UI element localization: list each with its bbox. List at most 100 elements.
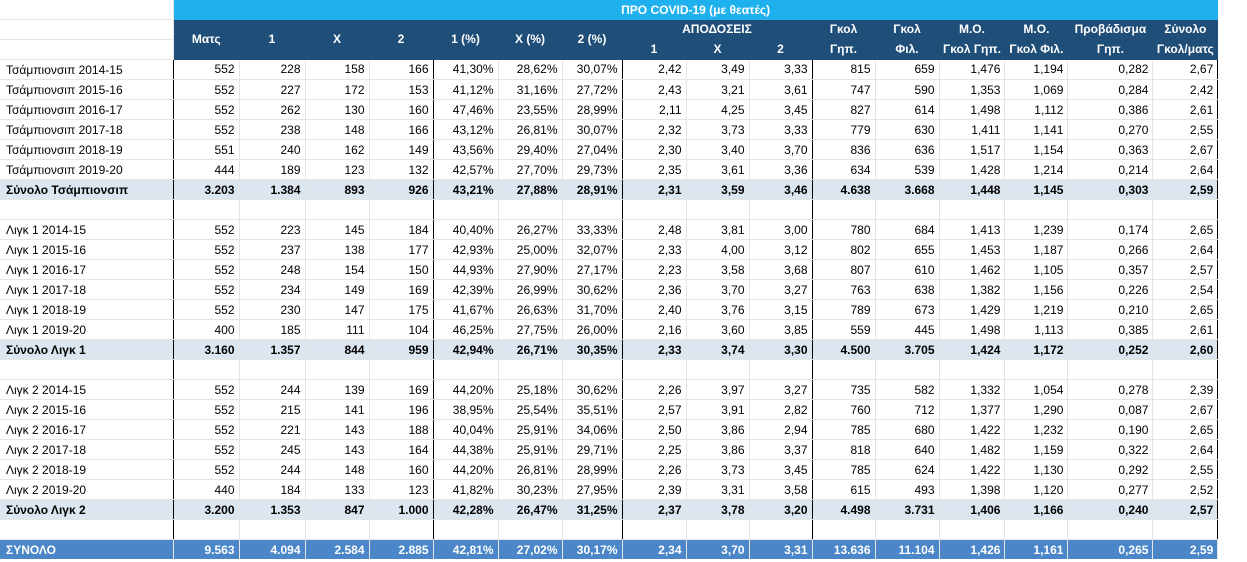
table-cell: 3,40 — [686, 139, 750, 160]
row-label: ΣΥΝΟΛΟ — [0, 539, 174, 559]
header-prov-line1: Προβάδισμα — [1067, 19, 1153, 40]
table-cell: 30,17% — [562, 539, 623, 559]
table-cell: 4.500 — [812, 339, 876, 360]
table-cell: 31,70% — [562, 299, 623, 320]
table-cell: 27,72% — [562, 79, 623, 100]
row-label: Λιγκ 2 2018-19 — [0, 459, 174, 480]
table-cell: 1,422 — [939, 459, 1006, 480]
table-cell: 47,46% — [433, 99, 499, 120]
header-gol-gip-line2: Γηπ. — [812, 39, 875, 60]
table-cell: 640 — [875, 439, 940, 460]
table-cell: 559 — [812, 319, 876, 340]
table-cell: 227 — [239, 79, 306, 100]
table-cell: 2,43 — [622, 79, 687, 100]
table-cell: 143 — [305, 439, 370, 460]
table-cell: 1,141 — [1004, 119, 1069, 140]
row-label: Λιγκ 2 2019-20 — [0, 479, 174, 500]
table-cell: 1,462 — [939, 259, 1006, 280]
table-cell: 0,270 — [1067, 119, 1154, 140]
header-row-2: 1 Χ 2 Γηπ. Φιλ. Γκολ Γηπ. Γκολ Φιλ. Γηπ.… — [0, 39, 1218, 60]
table-cell — [562, 519, 623, 540]
table-cell: 1,482 — [939, 439, 1006, 460]
table-cell: 552 — [173, 79, 240, 100]
table-cell: 552 — [173, 279, 240, 300]
table-cell — [1152, 519, 1219, 540]
table-cell — [939, 199, 1006, 220]
table-cell: 615 — [812, 479, 876, 500]
table-cell: 149 — [369, 139, 434, 160]
table-cell: 0,226 — [1067, 279, 1154, 300]
table-cell: 779 — [812, 119, 876, 140]
table-cell: 2,36 — [622, 279, 687, 300]
table-cell — [749, 199, 813, 220]
table-cell: 684 — [875, 219, 940, 240]
header-mo-gip-line2: Γκολ Γηπ. — [939, 39, 1005, 60]
table-cell: 2,42 — [622, 59, 687, 80]
table-cell: 673 — [875, 299, 940, 320]
table-cell: 400 — [173, 319, 240, 340]
table-row: Λιγκ 2 2017-18 552 245 143 164 44,38% 25,91% 29… — [0, 439, 1219, 460]
table-cell: 1,194 — [1004, 59, 1069, 80]
grand-total-row: ΣΥΝΟΛΟ 9.563 4.094 2.584 2.885 42,81% 27,02% 30… — [0, 539, 1219, 559]
table-cell: 445 — [875, 319, 940, 340]
table-cell: 1,398 — [939, 479, 1006, 500]
table-cell: 42,39% — [433, 279, 499, 300]
table-cell: 0,266 — [1067, 239, 1154, 260]
table-cell — [239, 359, 306, 380]
table-cell — [369, 199, 434, 220]
table-cell: 27,75% — [498, 319, 563, 340]
table-cell: 2,64 — [1152, 159, 1219, 180]
table-cell: 44,20% — [433, 379, 499, 400]
header-2: 2 — [369, 19, 433, 60]
table-cell: 30,62% — [562, 379, 623, 400]
table-cell: 244 — [239, 459, 306, 480]
table-cell: 807 — [812, 259, 876, 280]
table-row: Λιγκ 2 2016-17 552 221 143 188 40,04% 25,91% 34… — [0, 419, 1219, 440]
table-cell: 0,252 — [1067, 339, 1154, 360]
table-cell: 815 — [812, 59, 876, 80]
table-cell: 3,97 — [686, 379, 750, 400]
table-cell: 2,32 — [622, 119, 687, 140]
table-cell — [939, 359, 1006, 380]
table-cell: 0,357 — [1067, 259, 1154, 280]
table-cell: 1,422 — [939, 419, 1006, 440]
banner-row: ΠΡΟ COVID-19 (με θεατές) — [0, 0, 1218, 20]
table-cell: 2,35 — [622, 159, 687, 180]
table-cell: 780 — [812, 219, 876, 240]
table-cell: 3,58 — [749, 479, 813, 500]
table-cell — [686, 359, 750, 380]
table-cell — [498, 359, 563, 380]
table-cell: 23,55% — [498, 99, 563, 120]
table-cell: 42,93% — [433, 239, 499, 260]
table-cell: 1.353 — [239, 499, 306, 520]
spacer-row — [0, 519, 1219, 540]
subtotal-row: Σύνολο Τσάμπιονσιπ 3.203 1.384 893 926 43,21%… — [0, 179, 1219, 200]
table-cell: 2,50 — [622, 419, 687, 440]
table-cell — [369, 359, 434, 380]
spacer-row — [0, 199, 1219, 220]
table-cell — [305, 199, 370, 220]
table-cell: 4,00 — [686, 239, 750, 260]
table-cell: 844 — [305, 339, 370, 360]
table-cell: 132 — [369, 159, 434, 180]
table-cell: 26,81% — [498, 459, 563, 480]
table-cell: 3,81 — [686, 219, 750, 240]
table-row: Λιγκ 1 2018-19 552 230 147 175 41,67% 26,63% 31… — [0, 299, 1219, 320]
table-cell: 1.384 — [239, 179, 306, 200]
table-cell: 2,82 — [749, 399, 813, 420]
table-cell — [749, 359, 813, 380]
table-cell: 4.498 — [812, 499, 876, 520]
table-cell — [1152, 359, 1219, 380]
table-cell: 3,86 — [686, 439, 750, 460]
table-cell: 4.094 — [239, 539, 306, 559]
table-cell: 3,73 — [686, 459, 750, 480]
table-cell: 836 — [812, 139, 876, 160]
header-syn-line2: Γκολ/ματς — [1152, 39, 1218, 60]
table-cell: 166 — [369, 59, 434, 80]
table-cell: 30,07% — [562, 119, 623, 140]
table-cell: 552 — [173, 459, 240, 480]
table-cell: 847 — [305, 499, 370, 520]
table-cell — [622, 519, 687, 540]
table-cell: 712 — [875, 399, 940, 420]
table-cell: 818 — [812, 439, 876, 460]
